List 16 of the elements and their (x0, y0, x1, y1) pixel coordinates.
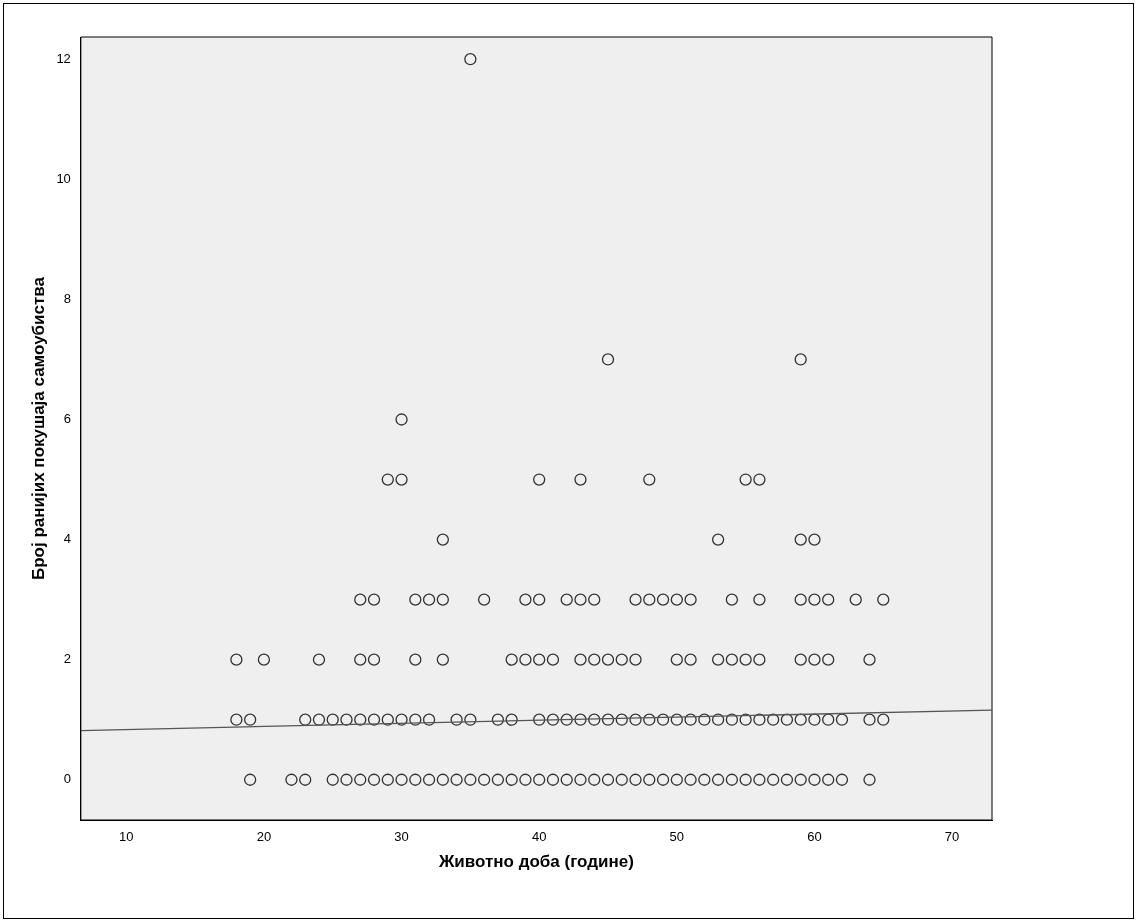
y-tick-label: 4 (63, 531, 71, 547)
x-axis-title: Животно доба (године) (437, 852, 634, 872)
y-tick-label: 8 (63, 290, 71, 306)
y-tick-label: 12 (56, 50, 71, 66)
x-tick-label: 20 (256, 829, 272, 845)
y-tick-label: 0 (63, 771, 71, 787)
x-tick-label: 70 (944, 829, 960, 845)
y-tick-label: 6 (63, 411, 71, 427)
x-tick-label: 40 (531, 829, 547, 845)
x-tick-label: 50 (669, 829, 685, 845)
y-tick-label: 2 (63, 651, 71, 667)
y-axis-title: Број ранијих покушаја самоубиства (28, 276, 48, 580)
x-tick-label: 60 (807, 829, 822, 845)
y-tick-label: 10 (56, 170, 71, 186)
x-tick-label: 30 (394, 829, 409, 845)
x-tick-label: 10 (119, 829, 134, 845)
